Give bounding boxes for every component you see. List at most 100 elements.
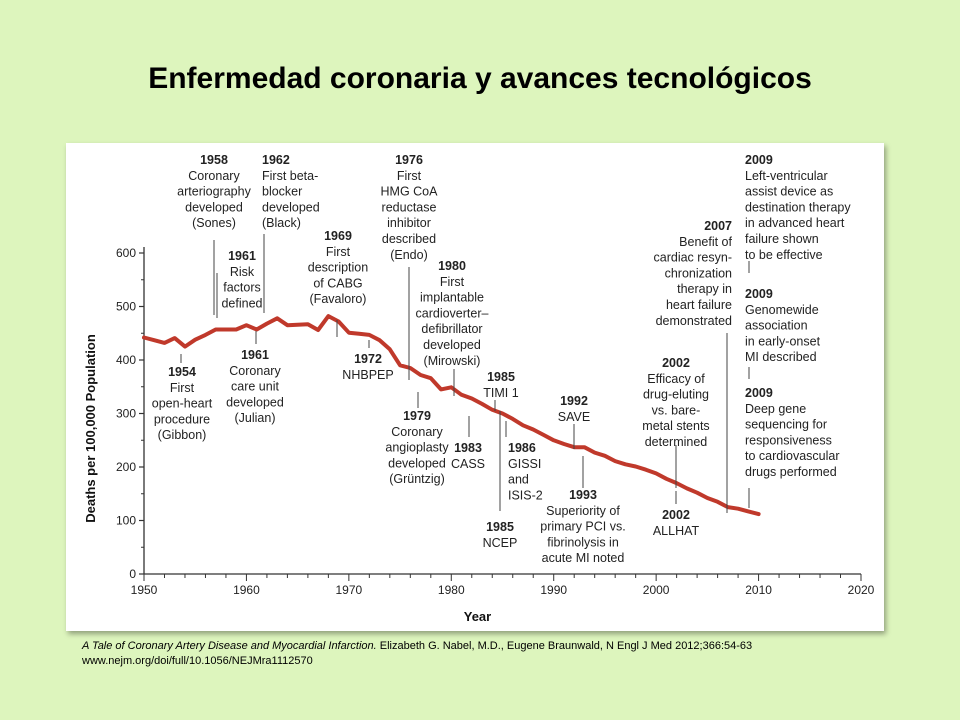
annotation-text-line: drugs performed <box>745 465 837 479</box>
annotation-year: 1962 <box>262 153 290 167</box>
annotation-2007: 2007 Benefit of cardiac resyn-chronization… <box>654 219 733 328</box>
annotation-text-line: Benefit of <box>679 235 732 249</box>
annotation-year: 2002 <box>662 508 690 522</box>
annotation-year: 2009 <box>745 386 773 400</box>
annotation-year: 1961 <box>241 348 269 362</box>
annotation-text-line: open-heart <box>152 397 213 411</box>
annotation-text-line: therapy in <box>677 282 732 296</box>
y-axis-title: Deaths per 100,000 Population <box>83 334 98 523</box>
annotation-1985: 1985 TIMI 1 <box>483 370 518 400</box>
annotation-text-line: Efficacy of <box>647 372 705 386</box>
annotation-year: 1980 <box>438 259 466 273</box>
annotation-text-line: defibrillator <box>421 322 482 336</box>
annotation-text-line: failure shown <box>745 232 819 246</box>
x-tick-label: 1950 <box>131 583 158 597</box>
annotation-text-line: Coronary <box>391 425 443 439</box>
annotation-text-line: NCEP <box>483 536 518 550</box>
y-tick-label: 600 <box>116 246 136 260</box>
annotation-2002: 2002 ALLHAT <box>653 508 700 538</box>
annotation-text-line: cardiac resyn- <box>654 251 733 265</box>
annotation-2009: 2009 Left-ventricular assist device as dest… <box>745 153 851 262</box>
annotation-year: 2007 <box>704 219 732 233</box>
annotation-2002: 2002 Efficacy of drug-eluting vs. bare-meta… <box>642 356 709 449</box>
annotation-text-line: inhibitor <box>387 216 431 230</box>
annotation-1954: 1954 First open-heart procedure (Gibbon) <box>152 365 213 442</box>
annotation-text-line: Superiority of <box>546 504 620 518</box>
annotation-text-line: drug-eluting <box>643 388 709 402</box>
annotation-text-line: care unit <box>231 380 279 394</box>
x-tick-label: 2020 <box>848 583 875 597</box>
annotation-text-line: and <box>508 473 529 487</box>
annotation-text-line: CASS <box>451 457 485 471</box>
annotation-text-line: Genomewide <box>745 303 819 317</box>
annotation-text-line: assist device as <box>745 185 833 199</box>
annotation-year: 1992 <box>560 394 588 408</box>
annotation-text-line: determined <box>645 435 708 449</box>
annotation-1958: 1958 Coronary arteriography developed (Sones… <box>177 153 251 230</box>
annotation-text-line: HMG CoA <box>381 185 439 199</box>
annotation-text-line: described <box>382 232 436 246</box>
annotation-text-line: (Mirowski) <box>424 354 481 368</box>
annotation-text-line: fibrinolysis in <box>547 535 619 549</box>
annotation-text-line: developed <box>185 200 243 214</box>
annotation-text-line: in advanced heart <box>745 216 845 230</box>
annotation-text-line: primary PCI vs. <box>540 520 625 534</box>
annotation-1993: 1993 Superiority of primary PCI vs. fibrino… <box>540 488 625 565</box>
annotation-year: 1979 <box>403 409 431 423</box>
citation-url: www.nejm.org/doi/full/10.1056/NEJMra1112… <box>82 655 313 667</box>
annotation-text-line: Deep gene <box>745 402 806 416</box>
annotation-1992: 1992 SAVE <box>558 394 590 424</box>
annotation-1961: 1961 Risk factors defined <box>221 249 262 310</box>
annotation-text-line: First <box>170 381 195 395</box>
x-tick-label: 2010 <box>745 583 772 597</box>
annotation-year: 2009 <box>745 153 773 167</box>
annotation-text-line: (Black) <box>262 216 301 230</box>
x-tick-label: 2000 <box>643 583 670 597</box>
annotation-text-line: MI described <box>745 350 817 364</box>
y-tick-label: 200 <box>116 460 136 474</box>
annotation-text-line: description <box>308 261 368 275</box>
annotation-year: 1958 <box>200 153 228 167</box>
annotation-year: 1976 <box>395 153 423 167</box>
x-tick-label: 1990 <box>540 583 567 597</box>
annotation-1961: 1961 Coronary care unit developed (Julian) <box>226 348 284 425</box>
annotation-year: 1969 <box>324 229 352 243</box>
annotation-text-line: First <box>397 169 422 183</box>
annotation-year: 1986 <box>508 441 536 455</box>
citation: A Tale of Coronary Artery Disease and My… <box>82 639 752 669</box>
annotation-year: 1954 <box>168 365 196 379</box>
deaths-series-line <box>142 314 761 517</box>
y-tick-label: 0 <box>129 567 136 581</box>
y-tick-label: 100 <box>116 514 136 528</box>
annotation-text-line: (Grüntzig) <box>389 472 445 486</box>
annotation-text-line: metal stents <box>642 419 709 433</box>
annotation-text-line: GISSI <box>508 457 541 471</box>
annotation-text-line: association <box>745 319 808 333</box>
y-tick-label: 400 <box>116 353 136 367</box>
annotation-text-line: (Sones) <box>192 216 236 230</box>
annotation-year: 1972 <box>354 352 382 366</box>
annotation-text-line: (Endo) <box>390 248 428 262</box>
x-tick-label: 1960 <box>233 583 260 597</box>
annotation-text-line: SAVE <box>558 410 590 424</box>
annotation-year: 2002 <box>662 356 690 370</box>
y-tick-label: 300 <box>116 407 136 421</box>
x-tick-label: 1980 <box>438 583 465 597</box>
annotation-year: 1993 <box>569 488 597 502</box>
annotation-text-line: in early-onset <box>745 334 821 348</box>
y-tick-label: 500 <box>116 300 136 314</box>
annotation-1985: 1985 NCEP <box>483 520 518 550</box>
x-tick-label: 1970 <box>336 583 363 597</box>
annotation-text-line: destination therapy <box>745 200 851 214</box>
annotation-1972: 1972 NHBPEP <box>342 352 393 382</box>
annotation-text-line: NHBPEP <box>342 368 393 382</box>
annotation-text-line: angioplasty <box>385 441 449 455</box>
annotation-text-line: (Gibbon) <box>158 428 207 442</box>
annotation-1976: 1976 First HMG CoA reductase inhibitor descri… <box>381 153 439 262</box>
annotation-text-line: First beta- <box>262 169 318 183</box>
annotation-1979: 1979 Coronary angioplasty developed (Grüntzi… <box>385 409 449 486</box>
annotation-text-line: First <box>440 275 465 289</box>
annotation-text-line: vs. bare- <box>652 403 701 417</box>
annotation-text-line: blocker <box>262 185 302 199</box>
annotation-year: 1985 <box>487 370 515 384</box>
